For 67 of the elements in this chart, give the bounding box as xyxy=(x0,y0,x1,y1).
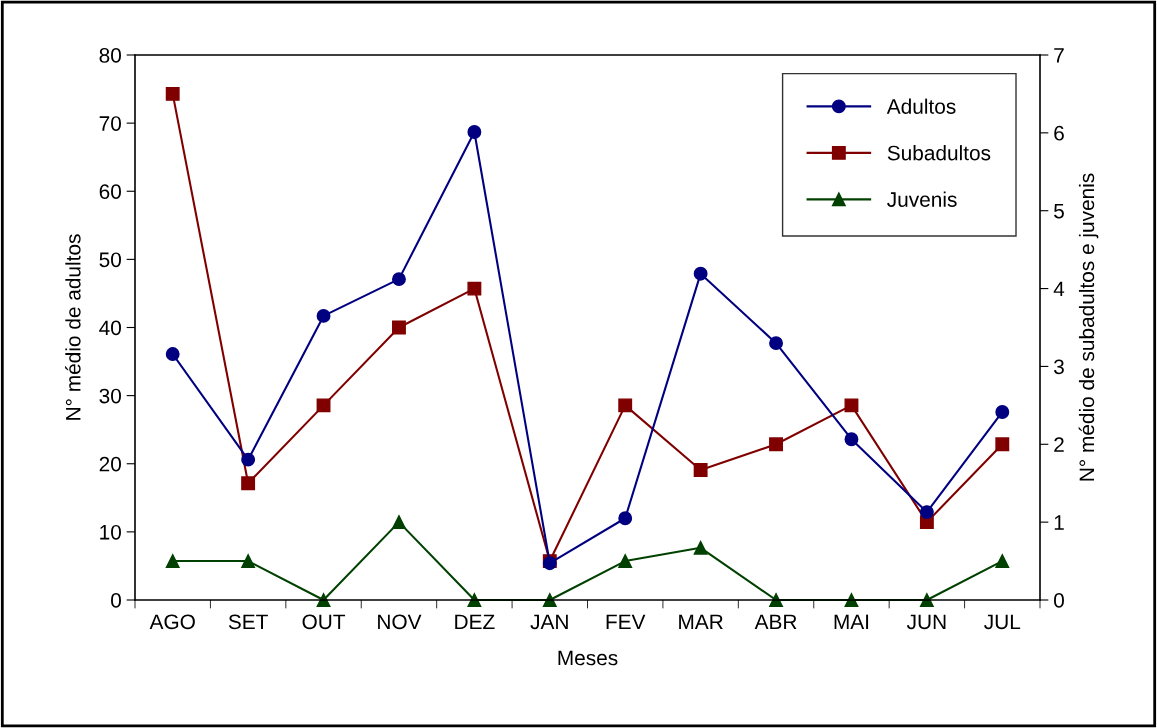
point xyxy=(241,476,256,491)
point xyxy=(919,505,934,520)
y2-tick-label: 6 xyxy=(1054,125,1064,141)
y2-tick-label: 0 xyxy=(1054,593,1064,608)
point xyxy=(618,398,633,413)
point xyxy=(392,515,406,530)
point xyxy=(467,281,482,296)
x-tick-label: JAN xyxy=(530,614,568,630)
point xyxy=(316,308,331,323)
y-tick-label: 30 xyxy=(99,388,121,404)
point xyxy=(165,554,180,569)
y-tick-label: 50 xyxy=(99,252,121,268)
y-tick-label: 80 xyxy=(99,48,121,63)
point xyxy=(844,432,859,447)
point xyxy=(693,266,708,281)
x-tick-label: ABR xyxy=(754,614,797,629)
point xyxy=(769,336,783,351)
y-tick-label: 10 xyxy=(100,524,121,540)
y2-tick-label: 5 xyxy=(1054,203,1064,219)
point xyxy=(392,320,406,335)
x-tick-label: SET xyxy=(228,614,268,630)
point xyxy=(316,593,331,607)
point xyxy=(241,554,256,569)
x-tick-label: JUL xyxy=(984,614,1021,630)
point xyxy=(995,554,1010,569)
x-tick-label: FEV xyxy=(606,614,646,629)
x-tick-label: OUT xyxy=(302,614,346,630)
point xyxy=(467,125,482,139)
y2-tick-label: 2 xyxy=(1054,437,1064,452)
y2-tick-label: 7 xyxy=(1054,48,1064,63)
point xyxy=(165,347,180,362)
point xyxy=(467,593,482,607)
y-tick-label: 60 xyxy=(99,184,121,199)
x-tick-label: NOV xyxy=(378,614,422,630)
legend-label: Adultos xyxy=(886,98,956,114)
point xyxy=(618,554,633,569)
point xyxy=(995,437,1010,452)
y-tick-label: 40 xyxy=(99,320,121,336)
x-tick-label: DEZ xyxy=(455,614,495,629)
x-axis-title: Meses xyxy=(558,650,618,666)
y-axis-title: N° médio de adultos xyxy=(65,234,81,420)
point xyxy=(769,593,783,607)
point xyxy=(693,540,708,555)
point xyxy=(618,511,633,526)
y-tick-label: 0 xyxy=(111,593,121,608)
y-tick-label: 20 xyxy=(99,456,121,472)
y2-tick-label: 4 xyxy=(1053,281,1065,297)
x-tick-label: MAR xyxy=(679,614,723,629)
point xyxy=(693,463,708,477)
point xyxy=(995,405,1010,419)
point xyxy=(919,593,934,607)
y-tick-label: 70 xyxy=(99,116,121,131)
point xyxy=(241,452,256,467)
x-tick-label: MAI xyxy=(834,614,869,629)
point xyxy=(844,593,859,607)
legend-label: Subadultos xyxy=(887,145,991,161)
legend-label: Juvenis xyxy=(887,191,957,207)
x-tick-label: AGO xyxy=(149,614,195,630)
y2-axis-title: N° médio de subadultos e juvenis xyxy=(1078,173,1099,481)
point xyxy=(165,86,180,101)
y2-tick-label: 1 xyxy=(1054,515,1064,530)
point xyxy=(316,398,331,413)
point xyxy=(844,398,859,413)
point xyxy=(769,437,783,452)
x-tick-label: JUN xyxy=(906,614,946,630)
point xyxy=(392,272,406,287)
y2-tick-label: 3 xyxy=(1053,359,1064,375)
